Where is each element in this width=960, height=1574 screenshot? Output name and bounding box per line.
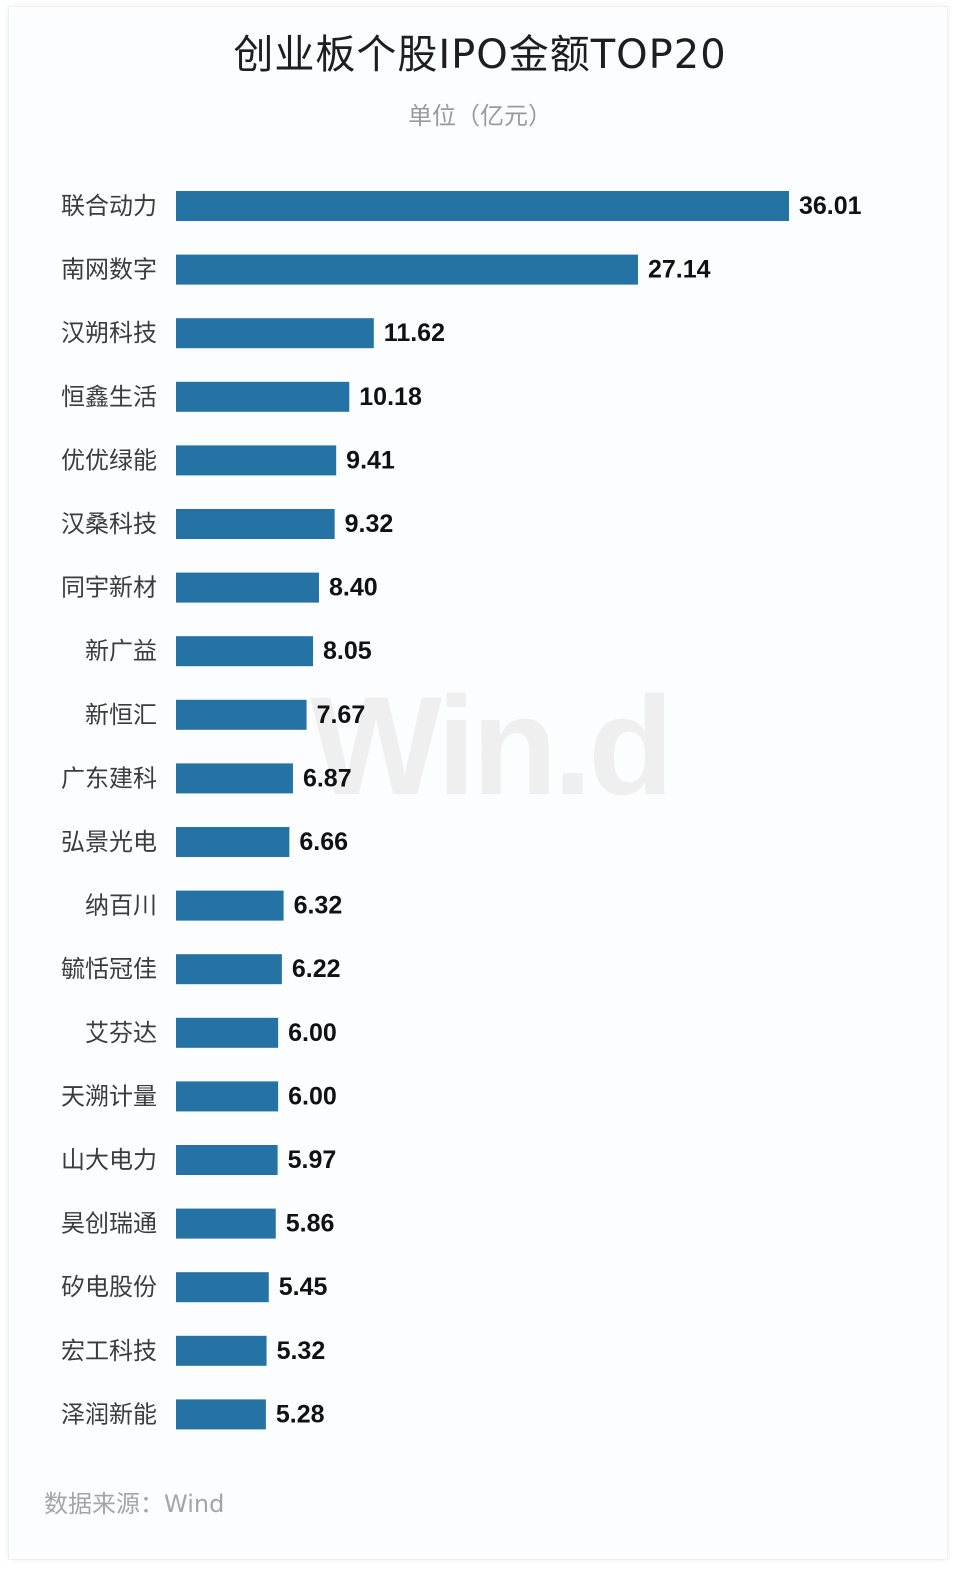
bar (176, 636, 314, 667)
category-label: 泽润新能 (61, 1400, 157, 1428)
bar (176, 381, 350, 412)
value-label: 7.67 (317, 701, 366, 729)
category-label: 纳百川 (85, 892, 157, 920)
value-label: 8.05 (323, 637, 372, 665)
value-label: 27.14 (648, 256, 711, 284)
category-label: 优优绿能 (61, 446, 157, 474)
value-label: 36.01 (799, 192, 862, 220)
bar (176, 1335, 267, 1366)
value-label: 6.00 (288, 1082, 337, 1110)
category-label: 矽电股份 (61, 1273, 157, 1301)
bar (176, 572, 319, 603)
value-label: 5.32 (277, 1337, 326, 1365)
bar (176, 318, 374, 349)
value-label: 10.18 (359, 383, 422, 411)
wind-watermark: Win.d (310, 667, 674, 824)
bar (176, 1208, 276, 1239)
bar (176, 509, 335, 539)
value-label: 5.28 (276, 1400, 325, 1428)
category-label: 山大电力 (61, 1146, 157, 1174)
category-label: 艾芬达 (85, 1019, 157, 1047)
category-label: 新恒汇 (85, 701, 157, 729)
value-label: 6.66 (299, 828, 348, 856)
bar (176, 954, 282, 985)
category-label: 恒鑫生活 (61, 383, 157, 411)
chart-title: 创业板个股IPO金额TOP20 (233, 32, 727, 78)
bar (176, 890, 284, 921)
value-label: 5.86 (286, 1210, 335, 1238)
category-label: 新广益 (85, 637, 157, 665)
bar (176, 827, 290, 857)
value-label: 8.40 (329, 574, 378, 602)
category-label: 南网数字 (61, 256, 157, 284)
category-label: 昊创瑞通 (61, 1210, 157, 1238)
bar (176, 763, 293, 794)
bar (176, 699, 307, 730)
category-label: 汉朔科技 (61, 319, 157, 347)
value-label: 5.45 (279, 1273, 328, 1301)
category-label: 天溯计量 (61, 1082, 157, 1110)
value-label: 6.00 (288, 1019, 337, 1047)
value-label: 9.41 (346, 446, 395, 474)
category-label: 宏工科技 (61, 1337, 157, 1365)
value-label: 11.62 (384, 319, 445, 347)
category-label: 汉桑科技 (61, 510, 157, 538)
bar (176, 1017, 279, 1048)
category-label: 同宇新材 (61, 574, 157, 602)
value-label: 6.32 (294, 892, 343, 920)
bar (176, 254, 639, 285)
category-label: 联合动力 (61, 192, 157, 220)
value-label: 6.87 (303, 764, 352, 792)
bar (176, 1272, 269, 1303)
bar (176, 445, 337, 476)
chart-subtitle: 单位（亿元） (408, 102, 552, 130)
bar (176, 1145, 278, 1175)
category-label: 广东建科 (61, 764, 157, 792)
bar (176, 1081, 279, 1112)
value-label: 9.32 (345, 510, 394, 538)
data-source: 数据来源：Wind (44, 1490, 225, 1518)
bar (176, 191, 789, 221)
category-label: 毓恬冠佳 (61, 955, 157, 983)
value-label: 6.22 (292, 955, 341, 983)
bar (176, 1399, 266, 1430)
category-label: 弘景光电 (61, 828, 157, 856)
value-label: 5.97 (288, 1146, 337, 1174)
